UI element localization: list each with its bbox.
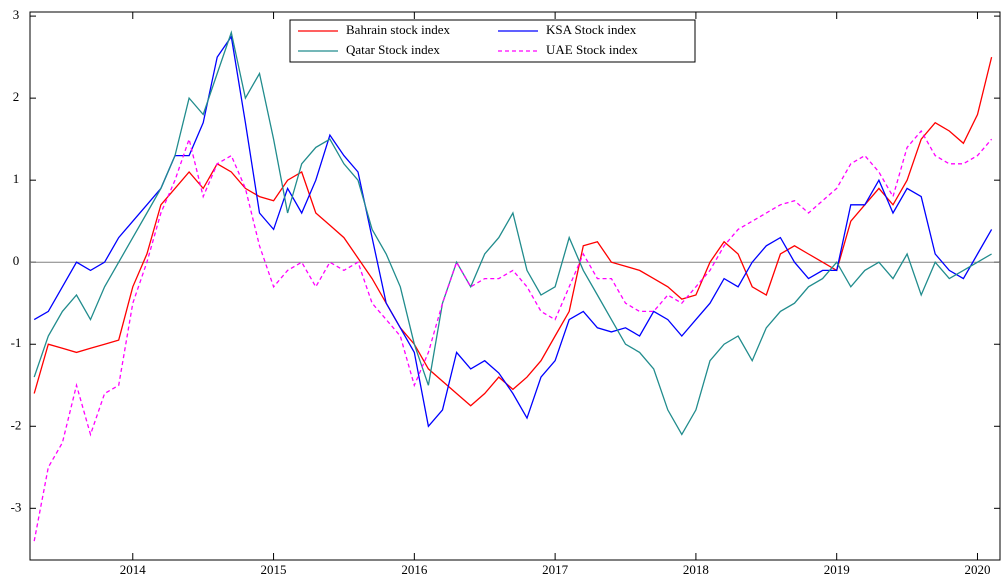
x-tick-label: 2016 [401,562,428,577]
x-tick-label: 2017 [542,562,569,577]
plot-frame [29,11,1001,561]
x-tick-label: 2019 [824,562,850,577]
y-tick-label: 1 [13,171,20,186]
series-line [33,30,992,436]
x-tick-label: 2020 [964,562,990,577]
legend-label: Bahrain stock index [346,22,450,37]
series-line [33,129,993,542]
x-tick-label: 2014 [120,562,147,577]
legend-label: KSA Stock index [546,22,637,37]
legend-box [289,19,696,63]
y-tick-label: -3 [11,499,22,514]
legend-label: UAE Stock index [546,42,638,57]
series-line [33,34,993,428]
x-tick-label: 2015 [261,562,287,577]
y-tick-label: 0 [13,253,20,268]
y-tick-label: -2 [11,417,22,432]
x-tick-label: 2018 [683,562,709,577]
y-tick-label: 2 [13,89,20,104]
y-tick-label: -1 [11,335,22,350]
legend-label: Qatar Stock index [346,42,440,57]
y-tick-label: 3 [13,7,20,22]
